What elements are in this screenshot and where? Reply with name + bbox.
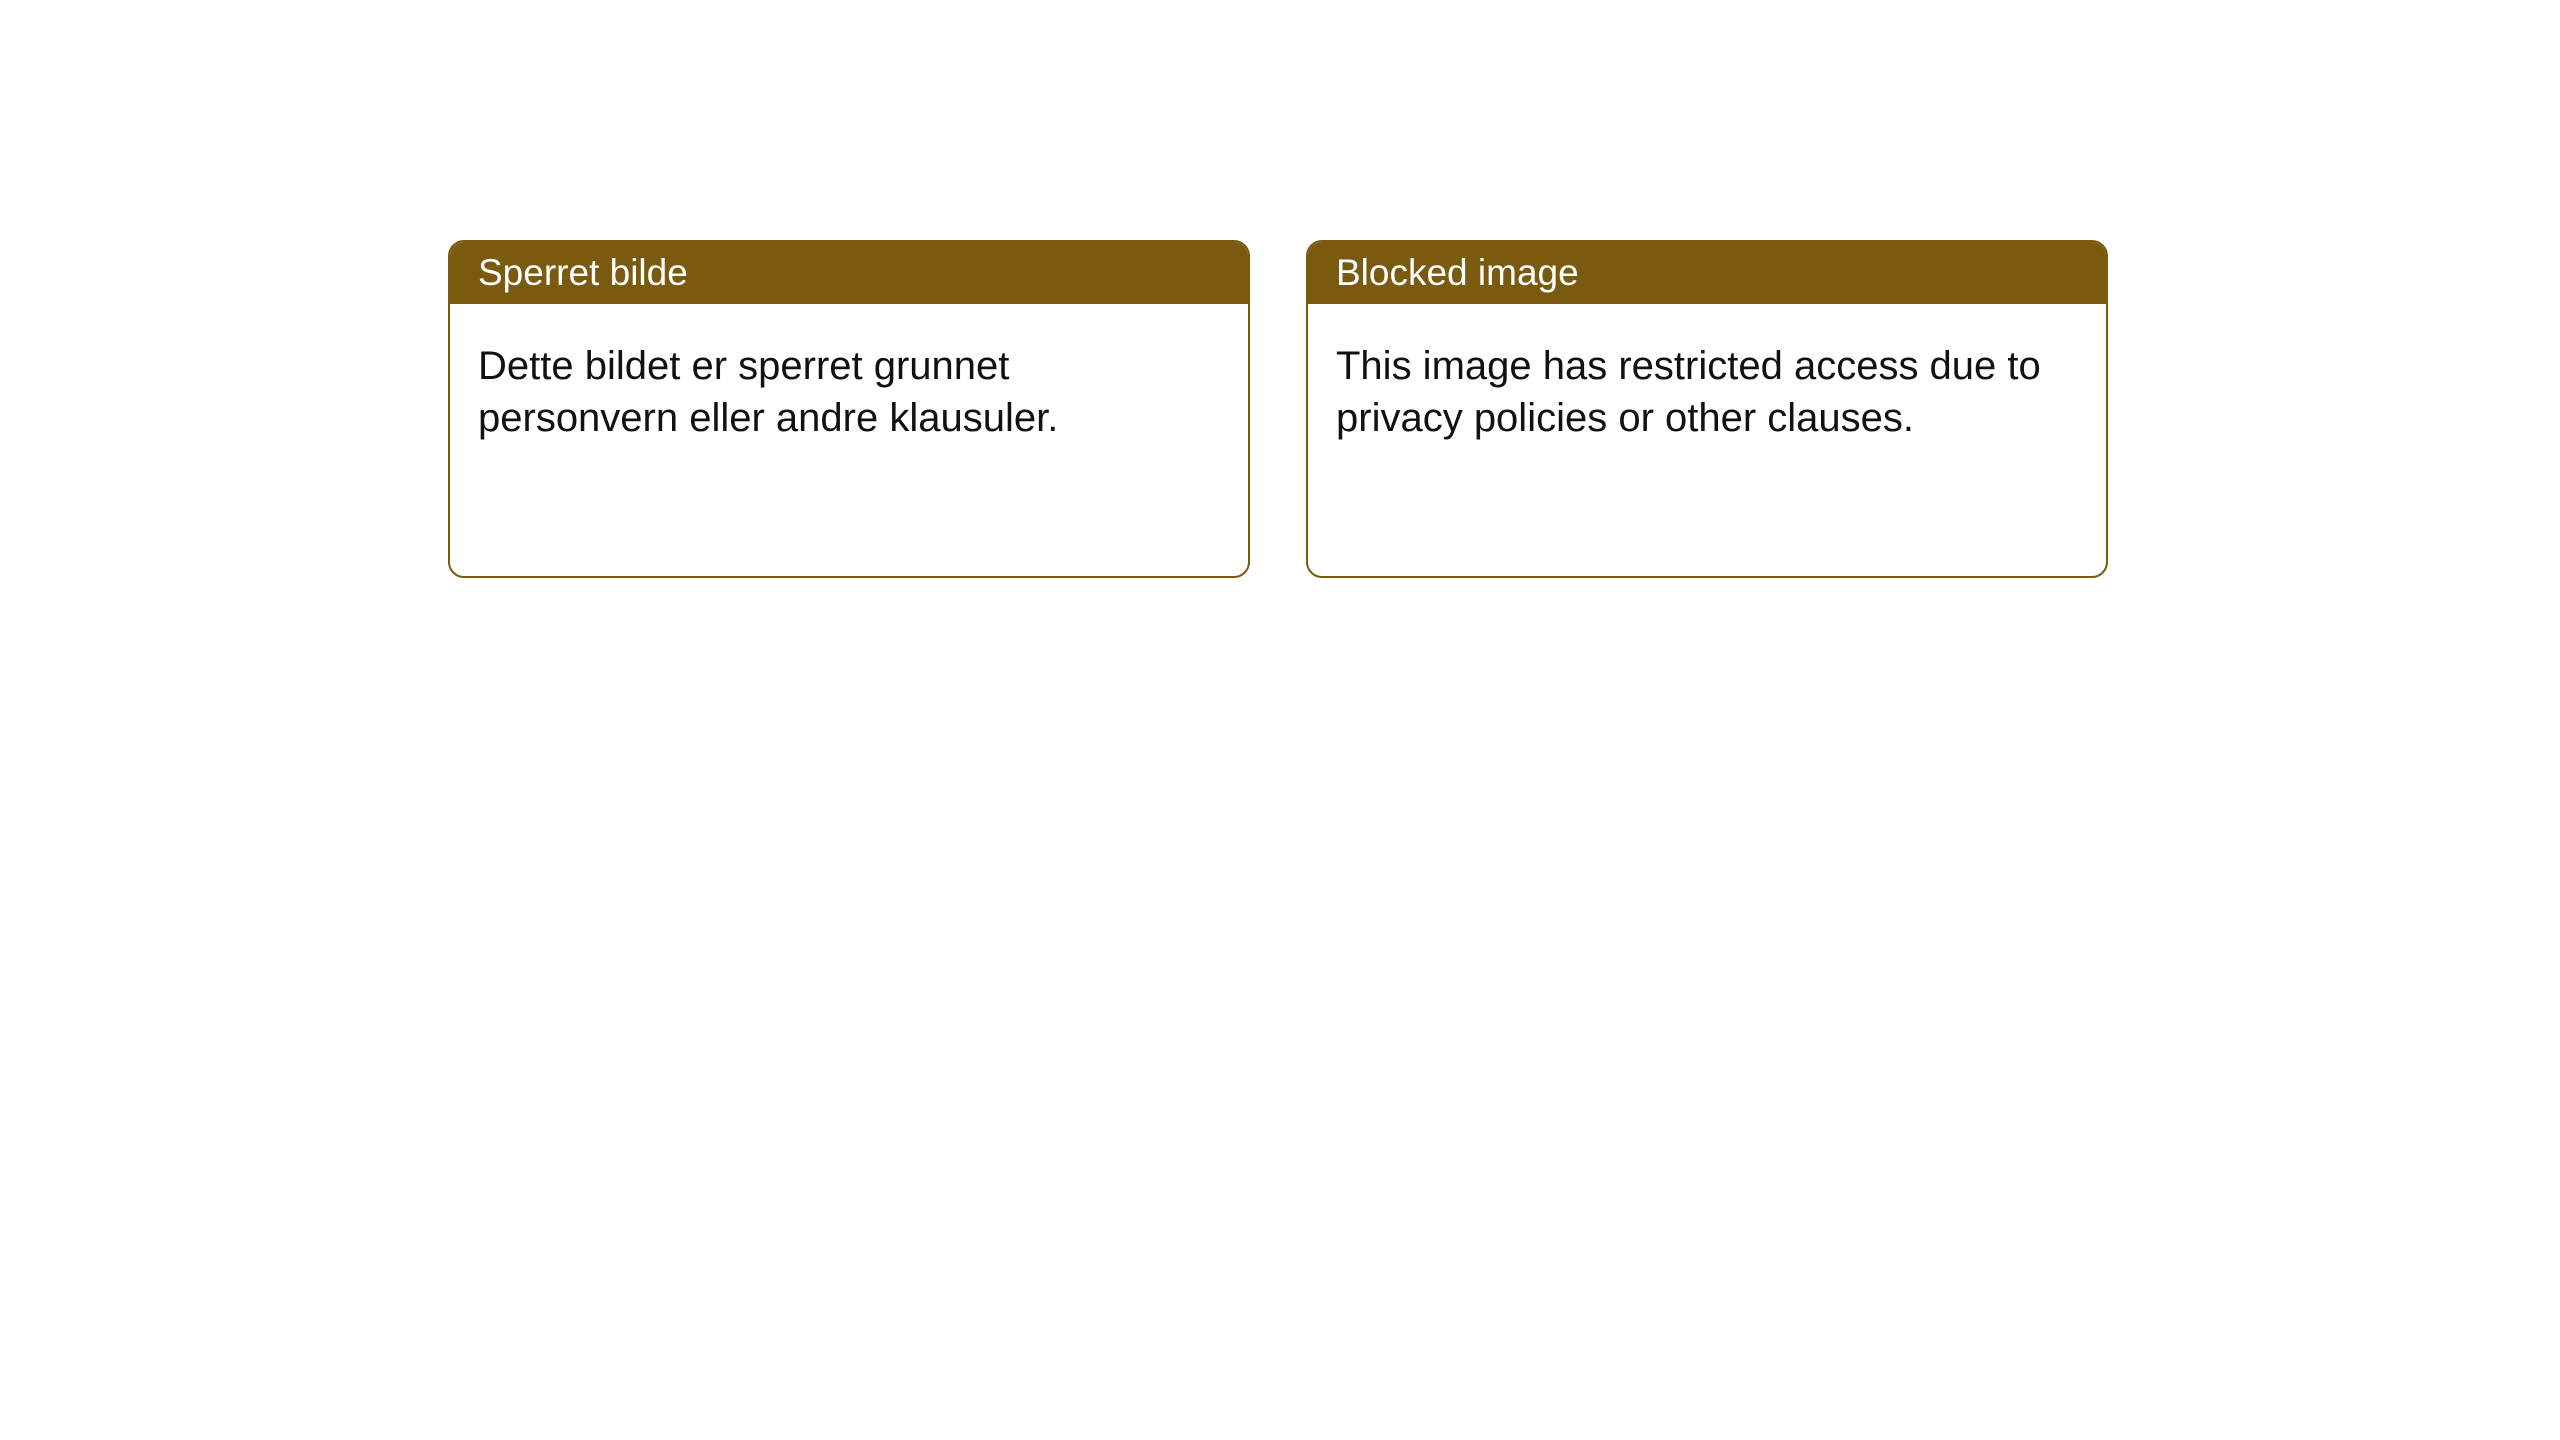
- notice-body-no: Dette bildet er sperret grunnet personve…: [450, 304, 1248, 576]
- notice-body-text-en: This image has restricted access due to …: [1336, 344, 2041, 440]
- notice-container: Sperret bilde Dette bildet er sperret gr…: [0, 0, 2560, 578]
- notice-header-no: Sperret bilde: [450, 242, 1248, 304]
- notice-header-en: Blocked image: [1308, 242, 2106, 304]
- notice-card-en: Blocked image This image has restricted …: [1306, 240, 2108, 578]
- notice-body-text-no: Dette bildet er sperret grunnet personve…: [478, 344, 1058, 440]
- notice-title-en: Blocked image: [1336, 252, 1579, 293]
- notice-body-en: This image has restricted access due to …: [1308, 304, 2106, 576]
- notice-title-no: Sperret bilde: [478, 252, 688, 293]
- notice-card-no: Sperret bilde Dette bildet er sperret gr…: [448, 240, 1250, 578]
